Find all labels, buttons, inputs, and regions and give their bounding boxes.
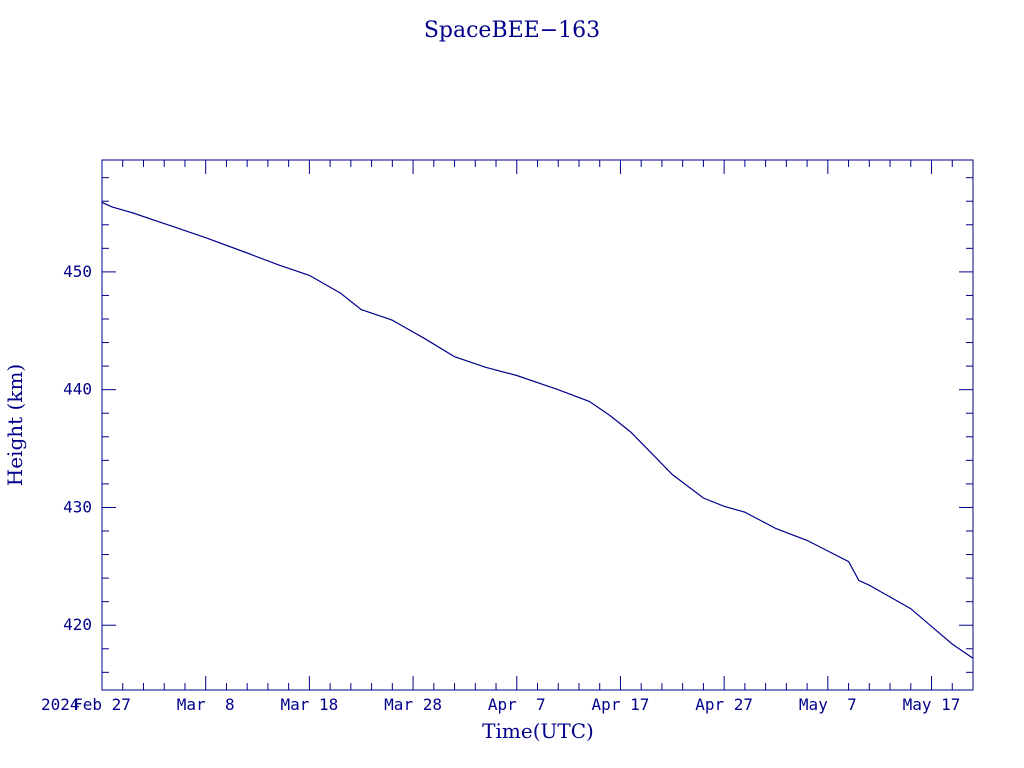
y-tick-label: 430 — [63, 497, 92, 516]
x-tick-labels: Feb 27 Mar 8 Mar 18 Mar 28 Apr 7 Apr 17 Apr 27… — [73, 695, 960, 714]
plot-frame — [101, 159, 974, 691]
x-tick-label: Apr 27 — [695, 695, 753, 714]
y-tick-label: 420 — [63, 615, 92, 634]
y-tick-labels: 420 430 440 450 — [63, 262, 92, 634]
x-tick-label: Feb 27 — [73, 695, 131, 714]
x-tick-label: May 17 — [903, 695, 961, 714]
chart-title: SpaceBEE−163 — [424, 18, 600, 43]
y-tick-label: 440 — [63, 380, 92, 399]
x-tick-label: Apr 7 — [488, 695, 546, 714]
x-year-label: 2024 — [41, 695, 80, 714]
height-series-line — [101, 201, 974, 659]
y-axis-label: Height (km) — [3, 364, 27, 486]
x-tick-label: Apr 17 — [592, 695, 650, 714]
x-axis-label: Time(UTC) — [482, 719, 594, 743]
x-tick-label: Mar 18 — [280, 695, 338, 714]
x-tick-label: May 7 — [799, 695, 857, 714]
x-tick-label: Mar 8 — [177, 695, 235, 714]
x-tick-label: Mar 28 — [384, 695, 442, 714]
y-tick-label: 450 — [63, 262, 92, 281]
tick-marks — [101, 160, 974, 690]
